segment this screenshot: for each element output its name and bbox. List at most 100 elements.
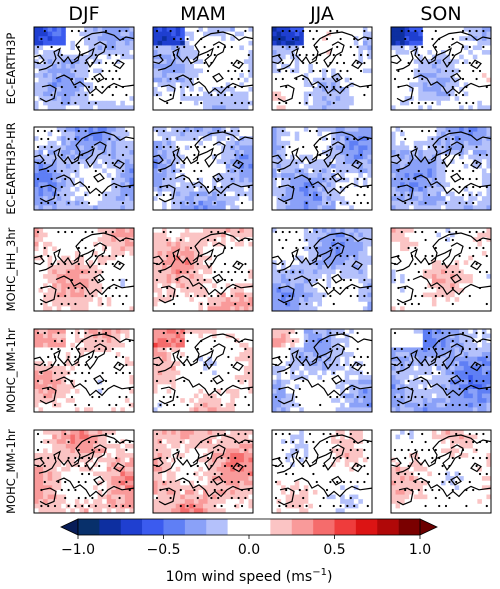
grid-cell [153,168,158,174]
grid-cell [56,237,62,243]
grid-cell [243,301,249,307]
grid-cell [344,73,350,79]
grid-cell [52,163,58,169]
grid-cell [395,163,401,169]
grid-cell [230,145,236,151]
grid-cell [358,191,364,197]
grid-cell [47,241,53,247]
grid-cell [463,82,469,88]
grid-cell [276,241,282,247]
grid-cell [400,31,406,37]
grid-cell [61,96,67,102]
grid-cell [358,91,364,97]
grid-cell [358,274,364,280]
grid-cell [84,86,89,92]
grid-cell [481,36,487,42]
grid-cell [93,27,99,33]
grid-cell [294,27,300,33]
significance-dot [40,201,43,205]
grid-cell [234,150,240,156]
grid-cell [129,59,134,65]
grid-cell [472,140,478,146]
grid-cell [404,131,410,137]
coastline [93,273,105,284]
grid-cell [198,205,204,210]
grid-cell [349,274,355,280]
grid-cell [335,283,341,289]
grid-cell [124,63,130,69]
grid-cell [193,301,199,307]
grid-cell [56,287,62,293]
grid-cell [88,145,94,151]
grid-cell [84,283,89,289]
significance-dot [322,77,325,81]
grid-cell [38,159,44,165]
coastline [331,172,343,183]
grid-cell [102,251,108,257]
grid-cell [171,136,177,142]
grid-cell [358,241,364,247]
grid-cell [234,59,240,65]
grid-cell [203,274,208,280]
grid-cell [290,163,296,169]
grid-cell [193,205,199,210]
significance-dot [186,85,189,89]
grid-cell [212,63,218,69]
grid-cell [367,96,372,102]
significance-dot [57,61,60,65]
grid-cell [216,255,222,261]
grid-cell [418,154,424,160]
grid-cell [285,105,291,110]
grid-cell [303,105,309,110]
grid-cell [47,297,53,303]
significance-dot [220,185,223,189]
grid-cell [207,301,213,307]
grid-cell [216,287,222,293]
grid-cell [56,200,62,206]
grid-cell [212,127,218,133]
grid-cell [422,131,428,137]
grid-cell [427,63,433,69]
grid-cell [97,301,103,307]
grid-cell [180,200,186,206]
grid-cell [102,86,108,92]
grid-cell [230,140,236,146]
grid-cell [106,205,112,210]
grid-cell [93,68,99,74]
grid-cell [317,255,323,261]
grid-cell [317,251,323,257]
grid-cell [436,50,442,56]
grid-cell [400,191,406,197]
grid-cell [79,301,85,307]
significance-dot [179,169,182,173]
grid-cell [413,173,419,179]
grid-cell [88,73,94,79]
grid-cell [198,59,204,65]
grid-cell [331,269,337,275]
grid-cell [93,59,99,65]
grid-cell [153,86,158,92]
grid-cell [335,260,341,266]
grid-cell [445,196,451,202]
significance-dot [417,69,420,73]
grid-cell [61,127,67,133]
grid-cell [97,246,103,252]
grid-cell [344,269,350,275]
significance-dot [169,177,172,181]
significance-dot [421,77,424,81]
significance-dot [475,61,478,65]
coastline [276,131,372,171]
grid-cell [331,255,337,261]
grid-cell [472,50,478,56]
grid-cell [153,306,158,311]
grid-cell [472,45,478,51]
grid-cell [299,136,305,142]
grid-cell [404,145,410,151]
grid-cell [285,228,291,234]
grid-cell [285,91,291,97]
grid-cell [84,127,89,133]
grid-cell [317,27,323,33]
grid-cell [459,191,465,197]
grid-cell [38,241,44,247]
grid-cell [221,154,227,160]
